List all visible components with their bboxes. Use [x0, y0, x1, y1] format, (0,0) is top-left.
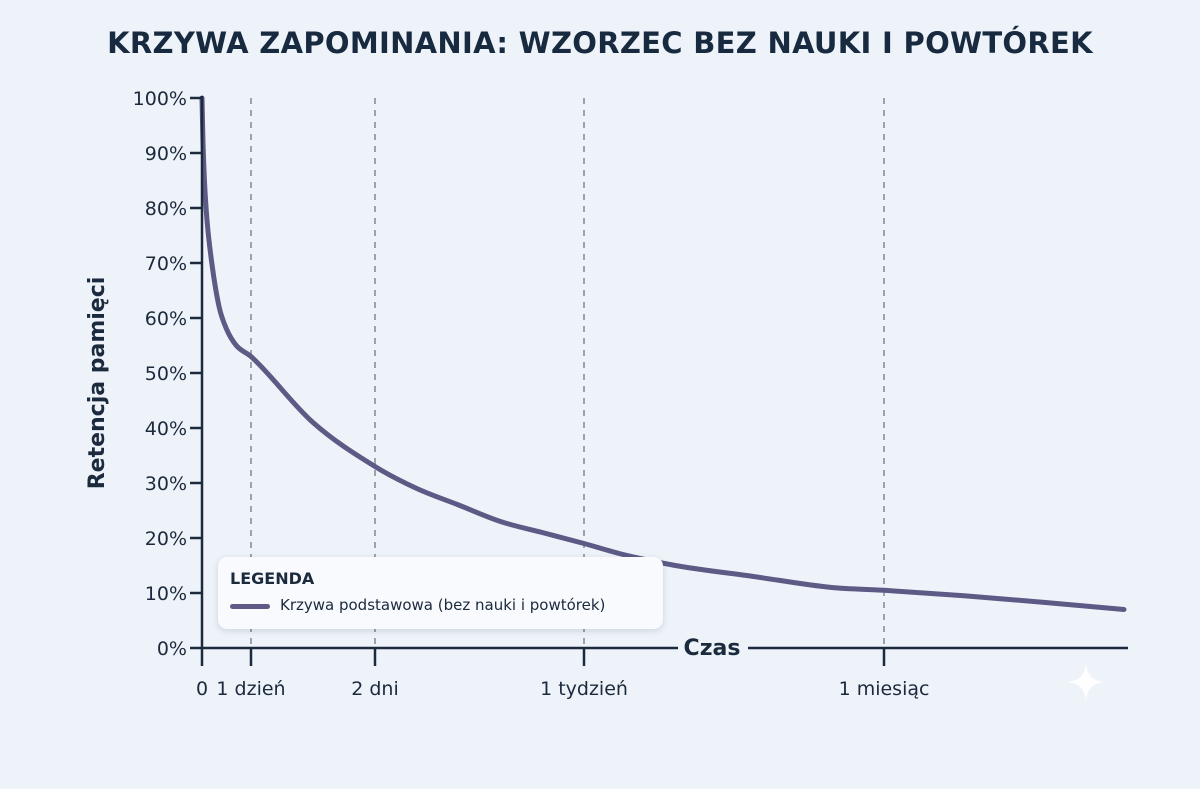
y-tick-label-0: 0% — [157, 638, 187, 660]
y-axis-title: Retencja pamięci — [85, 277, 110, 490]
y-tick-label-4: 40% — [145, 418, 187, 440]
x-tick-label-1: 1 dzień — [216, 678, 285, 700]
y-tick-label-9: 90% — [145, 143, 187, 165]
x-tick-label-3: 1 tydzień — [540, 678, 628, 700]
y-tick-label-8: 80% — [145, 198, 187, 220]
tick-labels: 0% 10% 20% 30% 40% 50% 60% 70% 80% 90% 100% 0 1 dzie… — [133, 88, 930, 700]
legend-entry-label: Krzywa podstawowa (bez nauki i powtórek) — [280, 596, 606, 614]
y-tick-label-3: 30% — [145, 473, 187, 495]
chart-title: KRZYWA ZAPOMINANIA: WZORZEC BEZ NAUKI I … — [107, 26, 1093, 60]
y-tick-label-10: 100% — [133, 88, 187, 110]
x-axis-title-backdrop — [678, 636, 748, 660]
legend-swatch — [230, 604, 270, 609]
series-line-0 — [199, 95, 1127, 612]
y-tick-label-7: 70% — [145, 253, 187, 275]
y-tick-label-5: 50% — [145, 363, 187, 385]
series-layer — [199, 95, 1127, 612]
y-tick-label-6: 60% — [145, 308, 187, 330]
x-axis-title: Czas — [684, 636, 741, 661]
axes — [190, 96, 1128, 666]
x-tick-label-4: 1 miesiąc — [839, 678, 930, 700]
x-tick-label-2: 2 dni — [351, 678, 399, 700]
grid-lines — [250, 98, 885, 648]
x-tick-label-0: 0 — [196, 678, 208, 700]
y-tick-label-1: 10% — [145, 583, 187, 605]
y-tick-label-2: 20% — [145, 528, 187, 550]
sparkle-icon — [1068, 664, 1104, 700]
legend: LEGENDA Krzywa podstawowa (bez nauki i p… — [218, 557, 663, 629]
legend-title: LEGENDA — [230, 569, 315, 588]
